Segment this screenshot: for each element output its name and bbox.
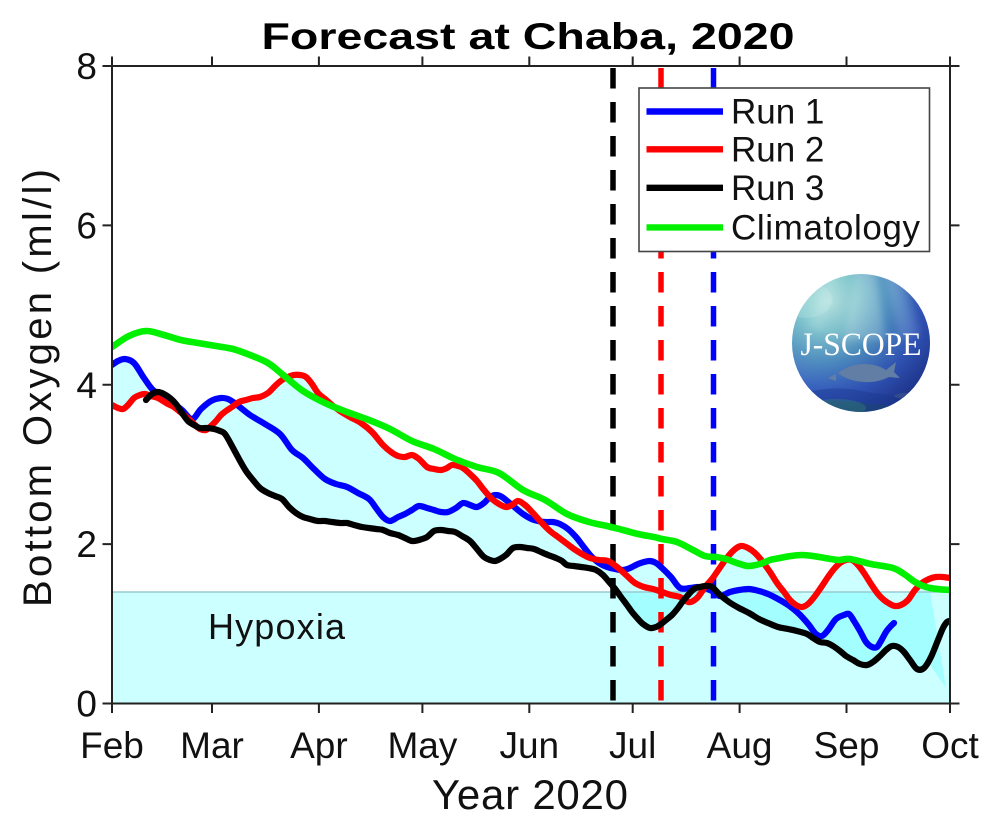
svg-text:Sep: Sep — [814, 725, 880, 766]
svg-text:Run 2: Run 2 — [731, 130, 824, 169]
svg-text:2: 2 — [76, 524, 97, 565]
svg-text:6: 6 — [76, 205, 97, 246]
svg-text:Feb: Feb — [80, 725, 144, 766]
svg-text:8: 8 — [76, 46, 97, 87]
svg-text:Bottom Oxygen (ml/l): Bottom Oxygen (ml/l) — [16, 169, 60, 607]
svg-text:Year 2020: Year 2020 — [432, 771, 628, 818]
svg-text:Oct: Oct — [921, 725, 979, 766]
svg-text:Hypoxia: Hypoxia — [208, 606, 346, 647]
svg-text:Aug: Aug — [707, 725, 773, 766]
svg-text:Run 3: Run 3 — [731, 169, 824, 208]
svg-text:Jul: Jul — [609, 725, 656, 766]
svg-text:May: May — [387, 725, 457, 766]
svg-text:Climatology: Climatology — [731, 208, 921, 247]
svg-text:Forecast at Chaba, 2020: Forecast at Chaba, 2020 — [262, 16, 795, 57]
svg-text:Mar: Mar — [180, 725, 244, 766]
svg-text:J-SCOPE: J-SCOPE — [801, 327, 922, 363]
svg-text:Jun: Jun — [499, 725, 559, 766]
svg-text:4: 4 — [76, 365, 97, 406]
svg-text:Run 1: Run 1 — [731, 93, 824, 132]
svg-text:0: 0 — [76, 684, 97, 725]
svg-text:Apr: Apr — [290, 725, 348, 766]
